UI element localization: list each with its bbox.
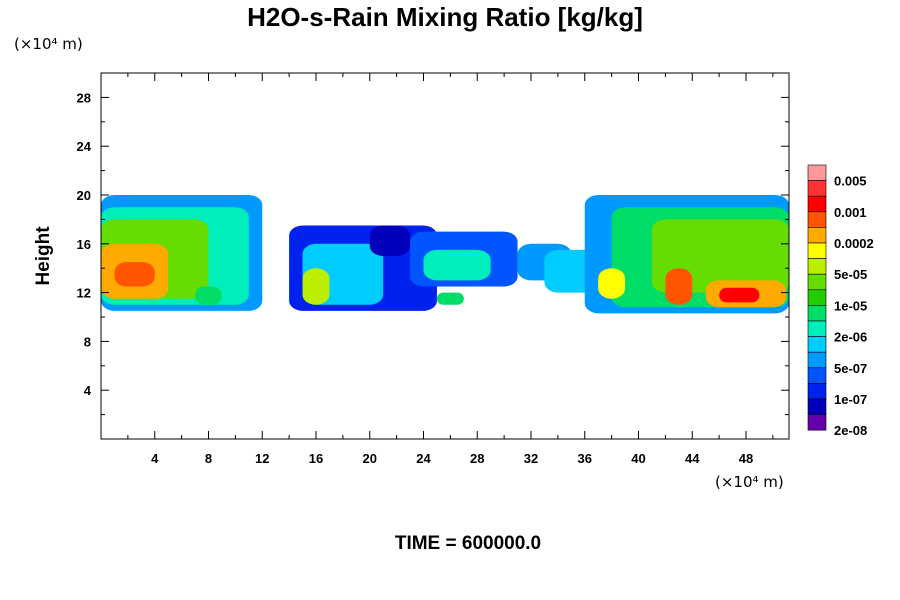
field-region [598, 268, 626, 299]
colorbar-swatch [807, 164, 827, 181]
y-tick-label: 20 [77, 188, 91, 203]
colorbar-label: 2e-08 [834, 423, 867, 438]
y-axis: 4 8 12 16 20 24 28 [77, 72, 789, 416]
colorbar-swatch [807, 289, 827, 306]
colorbar-swatch [807, 180, 827, 197]
colorbar-swatch [807, 227, 827, 244]
field-region [436, 292, 464, 305]
field-region [423, 249, 491, 281]
x-tick-label: 32 [524, 451, 538, 466]
x-tick-label: 36 [578, 451, 592, 466]
chart-title: H2O-s-Rain Mixing Ratio [kg/kg] [247, 2, 643, 32]
colorbar-swatch [807, 273, 827, 291]
y-tick-label: 28 [77, 90, 91, 105]
field-region [195, 286, 222, 305]
x-tick-label: 8 [205, 451, 212, 466]
x-tick-label: 48 [739, 451, 753, 466]
colorbar-swatch [807, 367, 827, 384]
colorbar-label: 1e-07 [834, 392, 867, 407]
time-label: TIME = 600000.0 [395, 533, 541, 554]
colorbar-swatch [807, 242, 827, 259]
x-tick-label: 40 [631, 451, 645, 466]
plot-frame [100, 72, 790, 440]
x-axis-unit: (×10⁴ m) [715, 473, 784, 491]
x-tick-label: 16 [309, 451, 323, 466]
plot-field [101, 195, 789, 314]
colorbar-swatch [807, 398, 827, 415]
colorbar-swatch [807, 351, 827, 369]
colorbar-swatch [807, 320, 827, 337]
y-axis-unit: (×10⁴ m) [14, 35, 83, 53]
colorbar-label: 0.005 [834, 174, 867, 189]
field-region [302, 268, 330, 305]
colorbar: 0.005 0.001 0.0002 5e-05 1e-05 2e-06 5e-07 1e-0… [807, 164, 874, 438]
x-tick-label: 4 [151, 451, 159, 466]
colorbar-swatch [807, 195, 827, 213]
colorbar-label: 5e-05 [834, 267, 867, 282]
x-axis: 4 8 12 16 20 24 28 32 36 40 44 48 [127, 73, 774, 466]
colorbar-swatch [807, 211, 827, 228]
colorbar-swatch [807, 258, 827, 275]
field-region [369, 225, 411, 256]
colorbar-label: 0.001 [834, 205, 867, 220]
field-region [114, 262, 155, 287]
x-tick-label: 24 [416, 451, 431, 466]
colorbar-label: 1e-05 [834, 298, 867, 313]
x-tick-label: 20 [363, 451, 377, 466]
x-tick-label: 12 [255, 451, 269, 466]
colorbar-swatch [807, 336, 827, 353]
field-region [719, 287, 760, 303]
colorbar-swatch [807, 305, 827, 322]
colorbar-swatch [807, 414, 827, 431]
x-tick-label: 28 [470, 451, 484, 466]
y-tick-label: 24 [77, 139, 92, 154]
y-tick-label: 8 [84, 334, 91, 349]
y-tick-label: 16 [77, 237, 91, 252]
colorbar-swatch [807, 383, 827, 400]
colorbar-label: 0.0002 [834, 236, 874, 251]
y-axis-label: Height [33, 226, 54, 286]
x-tick-label: 44 [685, 451, 700, 466]
colorbar-label: 5e-07 [834, 361, 867, 376]
colorbar-label: 2e-06 [834, 330, 867, 345]
y-tick-label: 12 [77, 286, 91, 301]
field-region [665, 268, 693, 305]
y-tick-label: 4 [84, 383, 92, 398]
